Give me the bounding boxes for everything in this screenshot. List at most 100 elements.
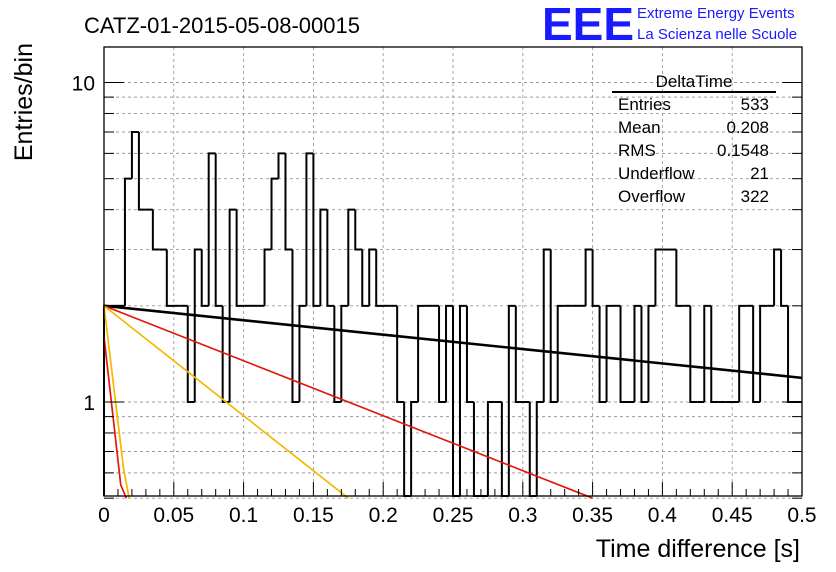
- x-tick-labels: 0 0.05 0.1 0.15 0.2 0.25 0.3 0.35 0.4 0.45 0.5: [98, 504, 816, 527]
- y-tick-label: 1: [83, 392, 95, 415]
- chart-title: CATZ-01-2015-05-08-00015: [84, 13, 360, 38]
- histogram-bin: [305, 152, 314, 306]
- y-tick-labels: 1 10: [72, 73, 95, 416]
- histogram-bin: [591, 249, 600, 307]
- logo-line1: Extreme Energy Events: [637, 5, 795, 22]
- histogram-bin: [465, 305, 474, 403]
- eee-logo: EEE Extreme Energy Events La Scienza nel…: [542, 0, 797, 50]
- histogram-bin: [410, 401, 419, 496]
- histogram-bin: [647, 304, 656, 402]
- histogram-bin: [312, 153, 321, 307]
- histogram-bin: [333, 305, 342, 403]
- x-tick-label: 0.3: [508, 504, 537, 527]
- x-tick-label: 0.35: [572, 504, 613, 527]
- histogram-bin: [284, 153, 293, 251]
- y-axis-title: Entries/bin: [10, 43, 38, 161]
- fit-curve: [103, 336, 128, 499]
- histogram-bin: [752, 305, 761, 403]
- histogram-bin: [689, 305, 698, 403]
- histogram-bin: [137, 131, 146, 211]
- histogram-bin: [703, 304, 712, 402]
- histogram-bin: [773, 248, 782, 306]
- axis-ticks: [103, 82, 803, 499]
- fit-curve: [103, 305, 593, 499]
- y-tick-label: 10: [72, 73, 95, 96]
- histogram-bin: [151, 209, 160, 251]
- histogram-bin: [340, 304, 349, 402]
- stats-value: 322: [741, 187, 769, 206]
- histogram-bin: [214, 153, 223, 307]
- x-tick-label: 0.05: [153, 504, 194, 527]
- histogram-bin: [200, 249, 209, 307]
- histogram-bin: [549, 249, 558, 403]
- histogram-bin: [633, 304, 642, 402]
- histogram-bin: [291, 249, 300, 403]
- histogram-bin: [277, 152, 286, 179]
- histogram-bin: [326, 209, 335, 307]
- histogram-bin: [207, 152, 216, 306]
- x-tick-label: 0.5: [787, 504, 816, 527]
- histogram-bin: [535, 401, 544, 496]
- histogram-bin: [396, 305, 405, 403]
- stats-box: DeltaTime Entries 533 Mean 0.208 RMS 0.1548 Un…: [612, 72, 776, 206]
- stats-label: Underflow: [618, 164, 695, 183]
- histogram-bin: [507, 304, 516, 496]
- stats-rows: Entries 533 Mean 0.208 RMS 0.1548 Underflow 21 O…: [618, 95, 769, 206]
- histogram-bin: [319, 208, 328, 306]
- histogram-bin: [605, 304, 614, 402]
- histogram-bin: [654, 248, 663, 306]
- histogram-bin: [235, 209, 244, 307]
- histogram-bin: [165, 249, 174, 307]
- x-tick-label: 0.4: [648, 504, 678, 527]
- histogram-bin: [417, 304, 426, 402]
- histogram-bin: [458, 304, 467, 496]
- stats-label: RMS: [618, 141, 656, 160]
- stats-label: Mean: [618, 118, 661, 137]
- x-tick-label: 0: [98, 504, 110, 527]
- histogram-bin: [710, 305, 719, 403]
- histogram-bin: [780, 249, 789, 307]
- histogram-bin: [556, 304, 565, 402]
- stats-value: 0.208: [726, 118, 769, 137]
- histogram-bin: [584, 248, 593, 306]
- histogram-bin: [486, 401, 495, 496]
- histogram-bin: [298, 304, 307, 402]
- histogram-bin: [514, 305, 523, 403]
- x-axis-title: Time difference [s]: [596, 535, 800, 563]
- histogram-bin: [186, 305, 195, 403]
- histogram-bin: [368, 248, 377, 306]
- histogram-bin: [193, 248, 202, 402]
- histogram-bin: [675, 249, 684, 307]
- histogram-bin: [598, 305, 607, 403]
- fit-curve: [103, 305, 349, 499]
- stats-value: 0.1548: [717, 141, 769, 160]
- histogram-bin: [619, 305, 628, 403]
- histogram-bin: [361, 249, 370, 307]
- logo-line2: La Scienza nelle Scuole: [637, 26, 797, 43]
- histogram-bin: [759, 304, 768, 402]
- x-tick-label: 0.15: [293, 504, 334, 527]
- x-tick-label: 0.2: [369, 504, 398, 527]
- fit-curve: [103, 304, 803, 380]
- stats-label: Entries: [618, 95, 671, 114]
- stats-title: DeltaTime: [656, 72, 733, 91]
- histogram-bin: [438, 305, 447, 403]
- histogram-bin: [445, 304, 453, 402]
- x-tick-label: 0.45: [712, 504, 753, 527]
- histogram-bin: [123, 177, 132, 306]
- histogram-bin: [263, 248, 272, 306]
- histogram-bin: [228, 208, 237, 402]
- fit-curve: [103, 305, 130, 499]
- histogram-bin: [375, 249, 384, 307]
- histogram-bin: [347, 208, 356, 306]
- x-tick-label: 0.1: [229, 504, 258, 527]
- stats-value: 21: [750, 164, 769, 183]
- logo-mark: EEE: [542, 0, 634, 50]
- histogram-bin: [270, 177, 279, 250]
- histogram-bin: [354, 209, 363, 251]
- histogram-bin: [738, 304, 747, 402]
- fit-curves: [103, 304, 803, 499]
- stats-label: Overflow: [618, 187, 686, 206]
- histogram-bin: [640, 305, 649, 403]
